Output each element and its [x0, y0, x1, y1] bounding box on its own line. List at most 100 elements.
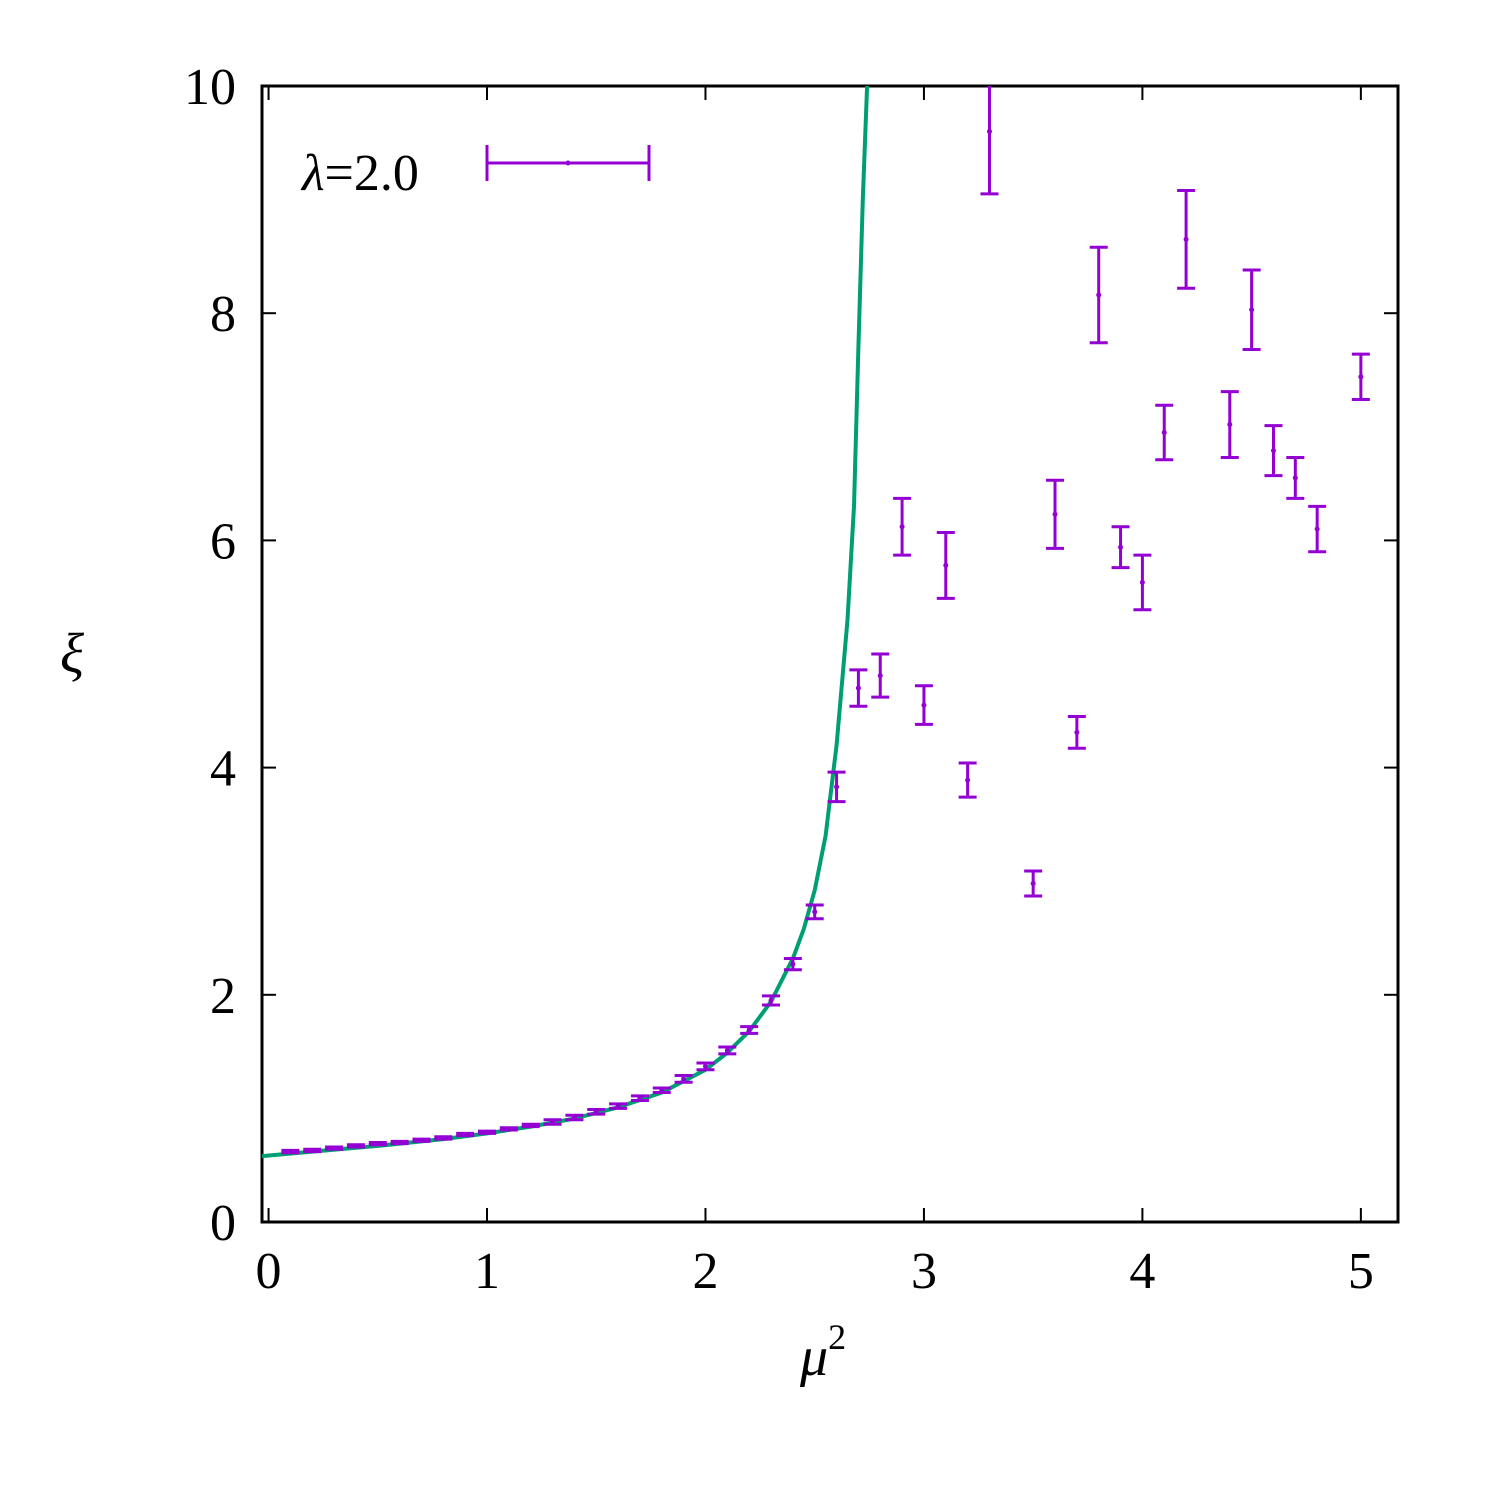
data-points-layer: [281, 86, 1370, 1155]
point-marker: [1314, 526, 1320, 532]
point-marker: [943, 562, 949, 568]
data-point: [434, 1135, 453, 1141]
data-point: [980, 86, 999, 196]
point-marker: [1183, 236, 1189, 242]
data-point: [718, 1045, 737, 1056]
data-point: [1133, 553, 1152, 612]
y-tick-label: 4: [210, 741, 236, 798]
data-point: [565, 1113, 584, 1122]
point-marker: [528, 1122, 534, 1128]
point-marker: [921, 702, 927, 708]
point-marker: [1074, 729, 1080, 735]
plot-area: [260, 84, 1400, 1224]
data-point: [1111, 525, 1130, 570]
data-point: [805, 903, 824, 921]
point-marker: [965, 777, 971, 783]
data-point: [674, 1073, 693, 1084]
legend-label: λ=2.0: [300, 145, 419, 202]
data-point: [1155, 403, 1174, 462]
x-axis-label: μ2: [799, 1317, 846, 1388]
point-marker: [484, 1129, 490, 1135]
data-point: [368, 1140, 387, 1147]
point-marker: [1292, 475, 1298, 481]
point-marker: [812, 909, 818, 915]
legend-point-sample: [565, 160, 571, 166]
point-marker: [440, 1135, 446, 1141]
data-point: [1046, 478, 1065, 550]
data-point: [521, 1122, 540, 1129]
point-marker: [724, 1047, 730, 1053]
point-marker: [702, 1063, 708, 1069]
data-point: [499, 1126, 518, 1132]
data-point: [696, 1061, 715, 1072]
x-tick-label: 0: [256, 1243, 282, 1300]
data-point: [1308, 504, 1327, 554]
data-point: [587, 1108, 606, 1116]
point-marker: [1030, 880, 1036, 886]
point-marker: [353, 1143, 359, 1149]
point-marker: [418, 1137, 424, 1143]
point-marker: [309, 1147, 315, 1153]
point-marker: [593, 1109, 599, 1115]
point-marker: [550, 1119, 556, 1125]
point-marker: [855, 685, 861, 691]
point-marker: [877, 673, 883, 679]
point-marker: [571, 1114, 577, 1120]
point-marker: [834, 784, 840, 790]
point-marker: [768, 997, 774, 1003]
point-marker: [681, 1076, 687, 1082]
tick-labels: 0 1 2 3 4 5 0 2 4 6 8 10: [184, 59, 1374, 1300]
data-point: [456, 1131, 475, 1138]
x-tick-label: 2: [692, 1243, 718, 1300]
data-point: [609, 1102, 628, 1110]
data-point: [958, 761, 977, 799]
point-marker: [1052, 511, 1058, 517]
point-marker: [462, 1132, 468, 1138]
x-tick-label: 5: [1348, 1243, 1374, 1300]
point-marker: [331, 1145, 337, 1151]
x-axis-label-superscript: 2: [828, 1317, 846, 1357]
data-point: [762, 994, 781, 1007]
data-point: [871, 652, 890, 699]
y-tick-label: 6: [210, 513, 236, 570]
point-marker: [1270, 448, 1276, 454]
y-tick-label: 0: [210, 1195, 236, 1252]
point-marker: [746, 1027, 752, 1033]
data-point: [1067, 714, 1086, 750]
point-marker: [615, 1103, 621, 1109]
data-point: [390, 1139, 409, 1146]
data-point: [783, 956, 802, 972]
point-marker: [1096, 292, 1102, 298]
x-tick-label: 1: [474, 1243, 500, 1300]
x-tick-label: 4: [1129, 1243, 1155, 1300]
data-point: [893, 496, 912, 557]
data-point: [936, 530, 955, 600]
point-marker: [1161, 429, 1167, 435]
y-tick-label: 2: [210, 968, 236, 1025]
data-point: [1286, 455, 1305, 500]
data-point: [1024, 869, 1043, 898]
data-point: [740, 1025, 759, 1035]
point-marker: [375, 1141, 381, 1147]
data-point: [346, 1143, 365, 1149]
point-marker: [1358, 374, 1364, 380]
point-marker: [637, 1095, 643, 1101]
point-marker: [1249, 307, 1255, 313]
x-tick-label: 3: [911, 1243, 937, 1300]
point-marker: [397, 1139, 403, 1145]
data-point: [281, 1148, 300, 1155]
point-marker: [899, 524, 905, 530]
data-point: [303, 1147, 322, 1154]
data-point: [1351, 352, 1370, 402]
data-point: [1242, 268, 1261, 352]
y-tick-label: 8: [210, 286, 236, 343]
y-axis-label: ξ: [60, 623, 84, 685]
data-point: [652, 1086, 671, 1094]
point-marker: [986, 128, 992, 134]
data-point: [914, 684, 933, 726]
axis-ticks: [262, 85, 1398, 1223]
point-marker: [287, 1149, 293, 1155]
legend: λ=2.0: [300, 145, 651, 202]
data-point: [849, 668, 868, 708]
